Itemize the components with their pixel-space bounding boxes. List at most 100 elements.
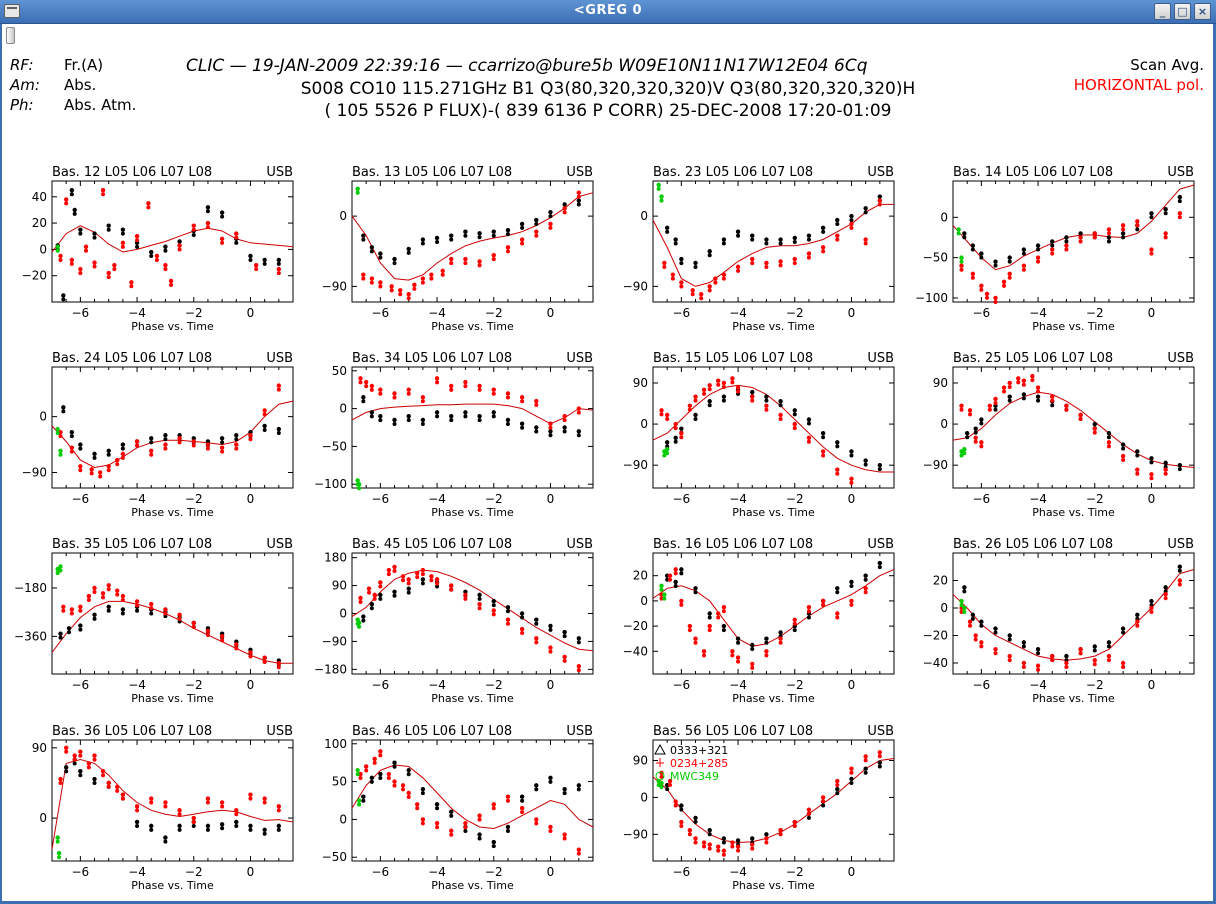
data-point-0234 [369, 387, 374, 392]
data-point-0234 [806, 604, 812, 610]
data-point-0333 [993, 263, 998, 268]
data-point-mwc349 [662, 453, 667, 458]
minimize-button[interactable]: _ [1154, 3, 1171, 20]
data-point-0234 [687, 628, 692, 633]
data-point-0234 [58, 434, 63, 439]
data-point-0234 [721, 604, 727, 610]
y-tick-label: 40 [32, 190, 47, 204]
data-point-0234 [463, 825, 468, 830]
data-point-0333 [993, 407, 998, 412]
data-point-0333 [463, 233, 468, 238]
close-button[interactable]: × [1194, 3, 1211, 20]
y-tick-label: 50 [332, 775, 347, 789]
data-point-0234 [491, 387, 496, 392]
data-point-0234 [792, 426, 797, 431]
data-point-0234 [505, 391, 511, 396]
data-point-0333 [1163, 211, 1168, 216]
data-point-0234 [1092, 235, 1097, 240]
x-tick-label: −6 [372, 678, 390, 692]
data-point-0234 [1163, 235, 1168, 240]
x-tick-label: −4 [1029, 492, 1047, 506]
maximize-button[interactable]: □ [1174, 3, 1191, 20]
data-point-0333 [406, 413, 411, 419]
x-tick-label: 0 [547, 865, 555, 879]
data-point-0234 [205, 446, 210, 451]
x-axis-label: Phase vs. Time [431, 879, 514, 892]
data-point-0234 [970, 275, 975, 280]
data-point-0333 [1177, 467, 1182, 472]
data-point-0333 [1149, 460, 1154, 465]
data-point-0234 [973, 435, 978, 440]
data-point-0234 [849, 598, 854, 604]
x-tick-label: −6 [72, 678, 90, 692]
data-point-0333 [835, 791, 840, 796]
data-point-0333 [576, 433, 581, 438]
data-point-0234 [735, 844, 741, 849]
data-point-0234 [69, 611, 74, 616]
sideband-label: USB [867, 351, 894, 366]
data-point-0234 [967, 408, 973, 413]
data-point-0333 [1135, 453, 1140, 458]
data-point-0333 [1177, 462, 1183, 468]
data-point-0234 [248, 792, 253, 797]
data-point-0234 [792, 621, 797, 626]
data-point-0333 [491, 603, 496, 608]
data-point-0333 [849, 453, 854, 458]
data-point-0333 [219, 822, 225, 827]
data-point-0234 [849, 770, 854, 775]
data-point-0333 [1163, 585, 1168, 590]
data-point-0234 [778, 640, 783, 645]
data-point-0333 [664, 225, 670, 231]
data-point-0333 [979, 251, 984, 256]
x-tick-label: −2 [185, 865, 203, 879]
data-point-mwc349 [356, 798, 362, 803]
data-point-0333 [219, 210, 225, 215]
window-menu-icon[interactable] [4, 4, 20, 18]
data-point-0333 [877, 462, 883, 468]
data-point-0333 [750, 237, 755, 242]
data-point-0333 [792, 239, 797, 244]
data-point-0234 [707, 387, 712, 392]
data-point-0234 [378, 280, 383, 285]
data-point-0234 [61, 608, 66, 613]
data-point-0234 [100, 769, 106, 774]
data-point-0333 [750, 642, 755, 648]
drag-handle[interactable] [6, 27, 15, 44]
data-point-0333 [420, 577, 426, 582]
data-point-0234 [863, 758, 868, 763]
data-point-mwc349 [959, 598, 964, 604]
data-point-0333 [736, 640, 741, 645]
data-point-0234 [993, 299, 998, 304]
data-point-0333 [191, 823, 196, 828]
data-point-0234 [702, 653, 707, 658]
data-point-0333 [135, 823, 140, 828]
data-point-0333 [1036, 398, 1041, 403]
data-point-0333 [205, 205, 211, 210]
x-tick-label: −6 [973, 678, 991, 692]
data-point-0333 [420, 417, 426, 423]
data-point-0234 [92, 264, 97, 269]
data-point-0234 [792, 256, 797, 262]
data-point-0234 [673, 421, 678, 427]
data-point-0234 [415, 570, 420, 576]
data-point-0333 [821, 229, 826, 234]
data-point-0333 [406, 418, 411, 423]
data-point-0234 [120, 796, 125, 801]
window-border-left [0, 24, 2, 904]
data-point-0234 [69, 445, 75, 450]
data-point-0333 [979, 623, 984, 628]
data-point-0234 [792, 617, 797, 623]
data-point-0234 [420, 276, 426, 281]
data-point-0333 [420, 581, 425, 586]
data-point-0234 [1177, 578, 1183, 583]
data-point-0234 [358, 776, 363, 781]
data-point-0333 [1106, 431, 1112, 436]
data-point-0234 [69, 449, 74, 454]
data-point-0234 [106, 583, 111, 588]
window-border-right [1213, 24, 1216, 904]
data-point-0333 [721, 241, 726, 246]
data-point-0234 [463, 596, 468, 601]
data-point-0333 [406, 246, 411, 252]
window-titlebar[interactable]: <GREG 0 _ □ × [0, 0, 1216, 24]
data-point-0234 [1078, 412, 1083, 418]
